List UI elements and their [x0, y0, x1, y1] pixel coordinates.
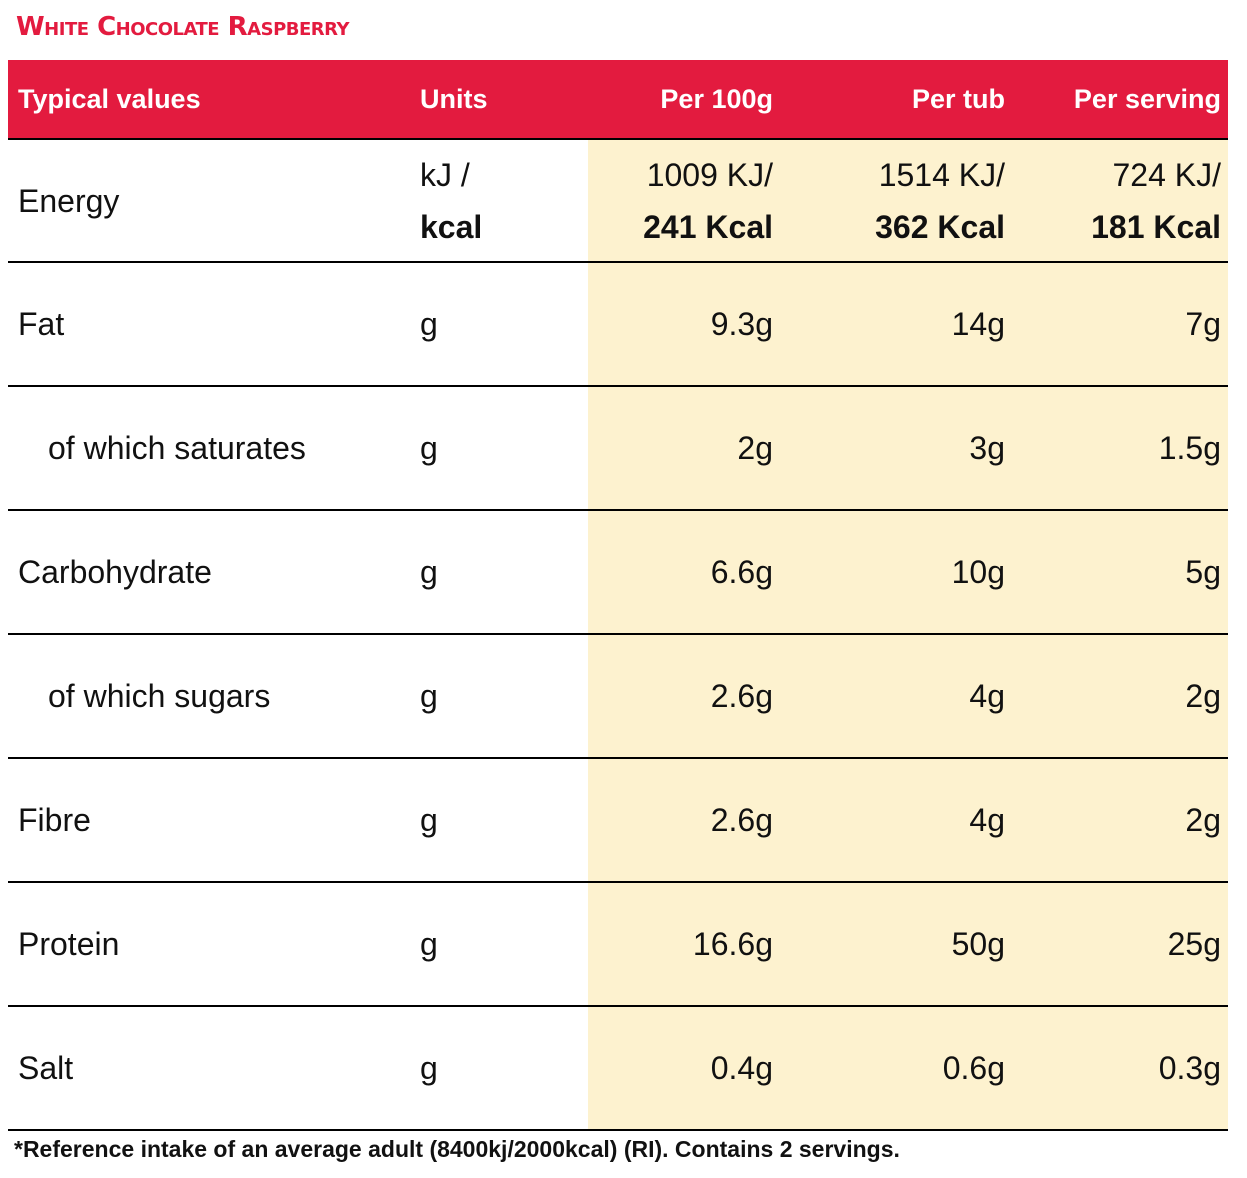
cell: 1.5g — [1158, 430, 1221, 466]
cell-line: 724 KJ/ — [1112, 157, 1221, 193]
cell: 50g — [951, 926, 1005, 962]
row-divider — [8, 509, 1228, 511]
row-divider — [8, 385, 1228, 387]
cell-line-bold: kcal — [420, 209, 483, 245]
row-divider — [8, 261, 1228, 263]
row-label: Fat — [18, 306, 65, 342]
cell: 25g — [1167, 926, 1221, 962]
cell: 2g — [1185, 802, 1221, 838]
cell: g — [420, 926, 438, 962]
cell: 14g — [951, 306, 1005, 342]
footnote: *Reference intake of an average adult (8… — [14, 1136, 900, 1162]
row-label: Fibre — [18, 802, 91, 838]
cell: 0.4g — [710, 1050, 773, 1086]
cell: g — [420, 430, 438, 466]
cell: 10g — [951, 554, 1005, 590]
cell: 1009 KJ/241 Kcal — [590, 140, 773, 262]
cell: 9.3g — [710, 306, 773, 342]
cell: 3g — [969, 430, 1005, 466]
cell: 0.6g — [942, 1050, 1005, 1086]
cell: 4g — [969, 802, 1005, 838]
cell-line-bold: 362 Kcal — [875, 209, 1005, 245]
cell: 2.6g — [710, 802, 773, 838]
header-cell: Per 100g — [660, 83, 773, 114]
cell: g — [420, 678, 438, 714]
cell: 2g — [737, 430, 773, 466]
cell: 16.6g — [692, 926, 773, 962]
row-divider — [8, 633, 1228, 635]
row-label: Energy — [18, 183, 120, 219]
row-label: Protein — [18, 926, 120, 962]
highlight-column — [588, 140, 1228, 1130]
title: White Chocolate Raspberry — [16, 12, 350, 42]
cell-line-bold: 181 Kcal — [1091, 209, 1221, 245]
cell: 1514 KJ/362 Kcal — [800, 140, 1005, 262]
cell-line: 1009 KJ/ — [646, 157, 773, 193]
row-label: of which saturates — [48, 430, 306, 466]
row-divider — [8, 881, 1228, 883]
header-bar — [8, 60, 1228, 140]
cell-line: 1514 KJ/ — [878, 157, 1005, 193]
header-cell: Typical values — [18, 83, 201, 114]
row-label: Carbohydrate — [18, 554, 212, 590]
row-label: Salt — [18, 1050, 74, 1086]
header-cell: Units — [420, 83, 488, 114]
row-divider — [8, 1129, 1228, 1131]
cell: g — [420, 1050, 438, 1086]
cell: kJ / kcal — [420, 140, 580, 262]
cell: 7g — [1185, 306, 1221, 342]
header-cell: Per serving — [1073, 83, 1221, 114]
row-label: of which sugars — [48, 678, 271, 714]
cell: 2g — [1185, 678, 1221, 714]
header-cell: Per tub — [911, 83, 1005, 114]
row-divider — [8, 1005, 1228, 1007]
row-divider — [8, 757, 1228, 759]
cell: 4g — [969, 678, 1005, 714]
cell: 724 KJ/181 Kcal — [1020, 140, 1221, 262]
cell: 2.6g — [710, 678, 773, 714]
cell: 5g — [1185, 554, 1221, 590]
cell: 0.3g — [1158, 1050, 1221, 1086]
cell: 6.6g — [710, 554, 773, 590]
cell-line: kJ / — [420, 157, 470, 193]
cell: g — [420, 802, 438, 838]
cell: g — [420, 554, 438, 590]
cell: g — [420, 306, 438, 342]
cell-line-bold: 241 Kcal — [643, 209, 773, 245]
